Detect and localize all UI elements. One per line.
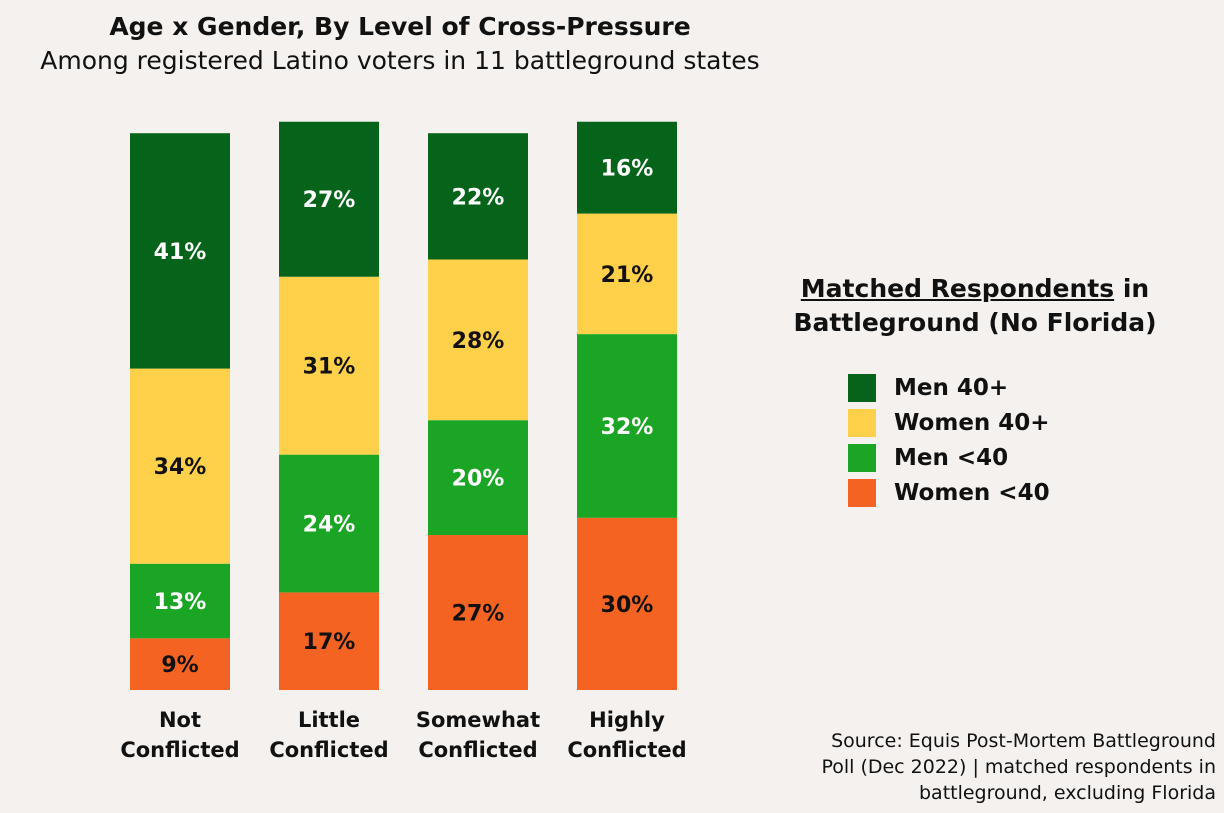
data-label: 20% <box>452 467 505 492</box>
category-label: Conflicted <box>120 738 239 762</box>
stacked-bar-chart: 9% 13% 34% 41% Not Conflicted 17% 24% 31% 27% Litt… <box>0 0 760 813</box>
legend-item-women-40-plus: Women 40+ <box>848 405 1180 440</box>
legend-label: Women <40 <box>894 480 1050 506</box>
source-line: Source: Equis Post-Mortem Battleground <box>776 728 1216 754</box>
legend-title: Matched Respondents in Battleground (No … <box>770 272 1180 340</box>
data-label: 17% <box>303 630 356 655</box>
data-label: 27% <box>303 188 356 213</box>
data-label: 9% <box>161 653 198 678</box>
legend-swatch <box>848 479 876 507</box>
legend-item-women-under-40: Women <40 <box>848 475 1180 510</box>
category-label: Conflicted <box>567 738 686 762</box>
source-line: Poll (Dec 2022) | matched respondents in <box>776 754 1216 780</box>
legend-swatch <box>848 409 876 437</box>
data-label: 24% <box>303 513 356 538</box>
data-label: 27% <box>452 602 505 627</box>
legend-title-underlined: Matched Respondents <box>801 274 1114 303</box>
legend-label: Men <40 <box>894 445 1008 471</box>
data-label: 16% <box>601 157 654 182</box>
category-label: Conflicted <box>418 738 537 762</box>
category-label: Highly <box>589 708 665 732</box>
data-label: 41% <box>154 240 207 265</box>
category-label: Little <box>298 708 360 732</box>
data-label: 28% <box>452 329 505 354</box>
data-label: 32% <box>601 415 654 440</box>
legend-item-men-under-40: Men <40 <box>848 440 1180 475</box>
data-label: 31% <box>303 355 356 380</box>
source-note: Source: Equis Post-Mortem Battleground P… <box>776 728 1216 806</box>
legend-label: Women 40+ <box>894 410 1050 436</box>
category-label: Somewhat <box>416 708 540 732</box>
data-label: 21% <box>601 263 654 288</box>
legend-label: Men 40+ <box>894 375 1008 401</box>
legend: Matched Respondents in Battleground (No … <box>770 272 1180 510</box>
category-label: Conflicted <box>269 738 388 762</box>
legend-title-line2: Battleground (No Florida) <box>793 308 1156 337</box>
legend-title-rest: in <box>1123 274 1149 303</box>
source-line: battleground, excluding Florida <box>776 780 1216 806</box>
legend-swatch <box>848 374 876 402</box>
category-label: Not <box>159 708 201 732</box>
data-label: 22% <box>452 185 505 210</box>
legend-item-men-40-plus: Men 40+ <box>848 370 1180 405</box>
legend-items: Men 40+ Women 40+ Men <40 Women <40 <box>848 370 1180 510</box>
data-label: 34% <box>154 455 207 480</box>
data-label: 30% <box>601 593 654 618</box>
data-label: 13% <box>154 590 207 615</box>
legend-swatch <box>848 444 876 472</box>
